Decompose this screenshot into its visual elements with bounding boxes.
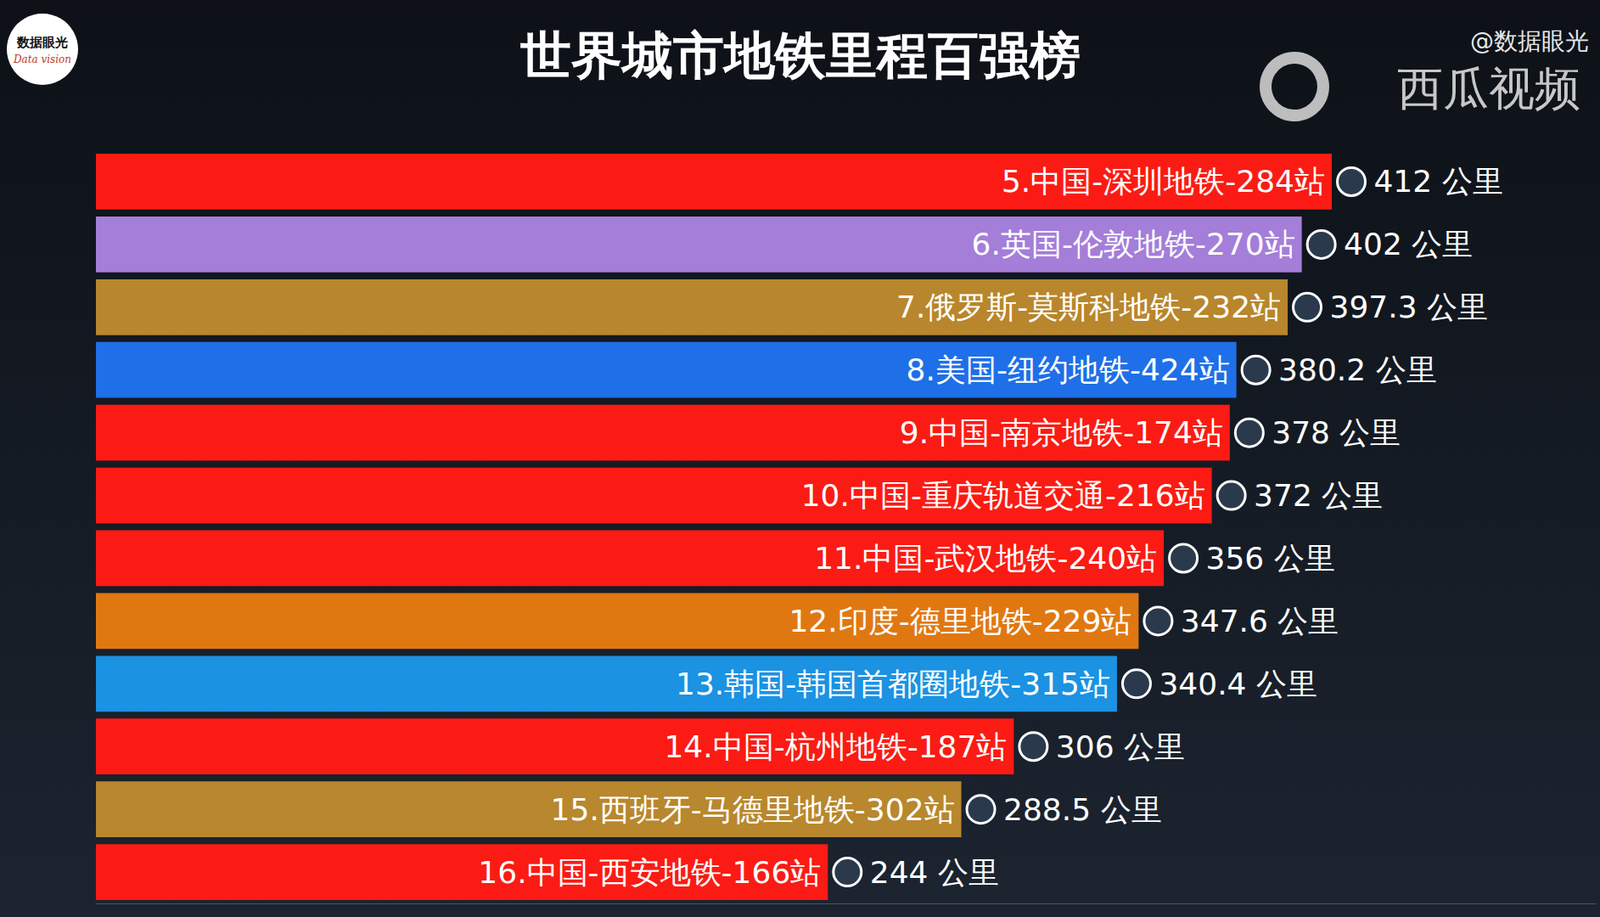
svg-text:世界城市地铁里程百强榜: 世界城市地铁里程百强榜 — [520, 25, 1081, 85]
svg-text:356 公里: 356 公里 — [1195, 540, 1336, 576]
svg-text:288.5 公里: 288.5 公里 — [993, 791, 1163, 827]
svg-text:@数据眼光: @数据眼光 — [1470, 27, 1589, 56]
svg-text:340.4 公里: 340.4 公里 — [1149, 666, 1318, 702]
svg-text:347.6 公里: 347.6 公里 — [1170, 603, 1339, 639]
svg-text:380.2 公里: 380.2 公里 — [1268, 352, 1438, 388]
svg-text:6.英国-伦敦地铁-270站: 6.英国-伦敦地铁-270站 — [971, 226, 1296, 262]
svg-text:5.中国-深圳地铁-284站: 5.中国-深圳地铁-284站 — [1001, 163, 1325, 199]
svg-text:8.美国-纽约地铁-424站: 8.美国-纽约地铁-424站 — [906, 352, 1230, 388]
svg-text:412 公里: 412 公里 — [1364, 163, 1504, 199]
svg-text:9.中国-南京地铁-174站: 9.中国-南京地铁-174站 — [899, 415, 1224, 450]
svg-text:15.西班牙-马德里地铁-302站: 15.西班牙-马德里地铁-302站 — [550, 791, 955, 827]
svg-text:11.中国-武汉地铁-240站: 11.中国-武汉地铁-240站 — [814, 540, 1157, 576]
svg-text:402 公里: 402 公里 — [1334, 226, 1474, 262]
svg-text:12.印度-德里地铁-229站: 12.印度-德里地铁-229站 — [788, 603, 1132, 639]
svg-text:306 公里: 306 公里 — [1045, 729, 1185, 764]
svg-text:14.中国-杭州地铁-187站: 14.中国-杭州地铁-187站 — [663, 729, 1007, 764]
svg-text:378 公里: 378 公里 — [1262, 415, 1402, 450]
svg-text:16.中国-西安地铁-166站: 16.中国-西安地铁-166站 — [477, 854, 821, 890]
svg-text:10.中国-重庆轨道交通-216站: 10.中国-重庆轨道交通-216站 — [801, 477, 1206, 513]
svg-text:Data vision: Data vision — [12, 53, 72, 66]
svg-text:372 公里: 372 公里 — [1244, 477, 1384, 513]
svg-text:西瓜视频: 西瓜视频 — [1397, 61, 1581, 116]
svg-text:数据眼光: 数据眼光 — [16, 34, 68, 51]
svg-text:13.韩国-韩国首都圈地铁-315站: 13.韩国-韩国首都圈地铁-315站 — [675, 666, 1111, 702]
svg-text:244 公里: 244 公里 — [859, 854, 1000, 890]
svg-text:397.3 公里: 397.3 公里 — [1319, 289, 1488, 325]
svg-text:7.俄罗斯-莫斯科地铁-232站: 7.俄罗斯-莫斯科地铁-232站 — [896, 289, 1281, 325]
